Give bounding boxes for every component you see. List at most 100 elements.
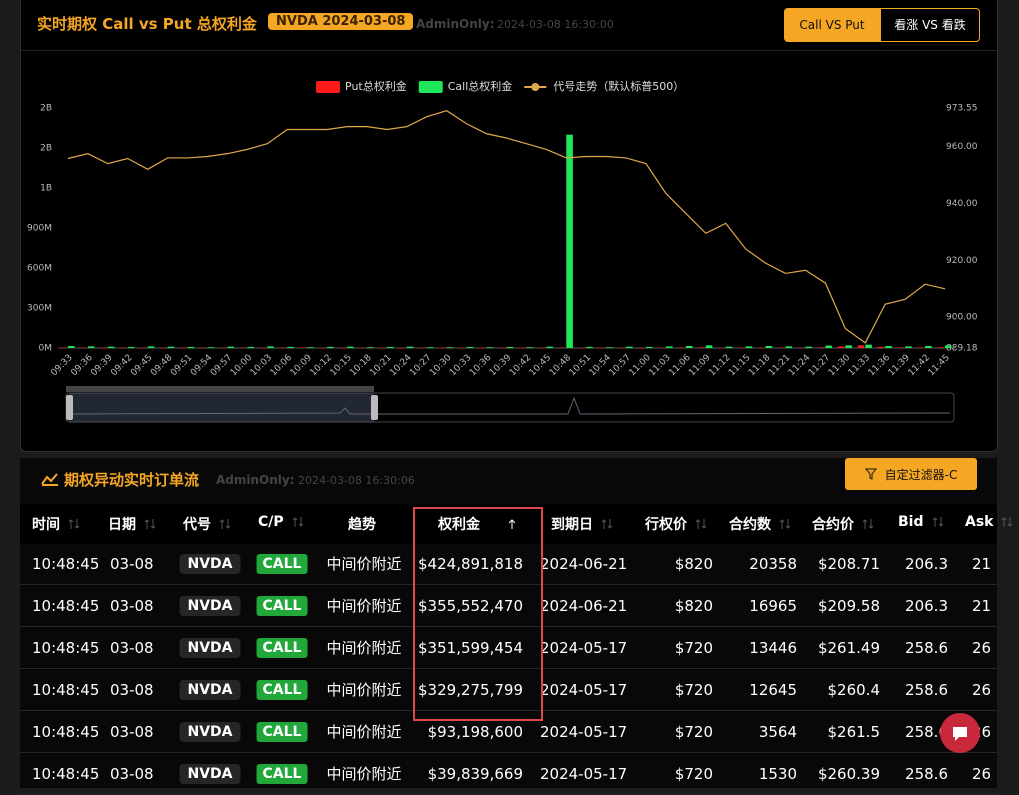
bar xyxy=(817,347,825,348)
sort-icon[interactable] xyxy=(695,518,707,530)
sort-icon[interactable] xyxy=(488,518,518,530)
table-cell: 206.3 xyxy=(905,555,948,573)
table-cell: 13446 xyxy=(749,639,797,657)
column-label: Bid xyxy=(898,514,924,530)
x-tick-label: 11:21 xyxy=(767,353,792,378)
bar xyxy=(279,347,287,349)
bar xyxy=(239,347,247,349)
sort-icon[interactable] xyxy=(292,516,304,528)
bar xyxy=(506,346,514,348)
bar xyxy=(179,347,187,349)
bar xyxy=(199,347,207,349)
bar xyxy=(945,345,952,348)
y2-tick-label: 940.00 xyxy=(946,199,978,209)
price-line xyxy=(67,110,946,344)
table-cell: NVDA xyxy=(179,764,241,784)
sort-icon[interactable] xyxy=(601,518,613,530)
bar xyxy=(259,347,267,349)
zoom-handle[interactable] xyxy=(66,395,73,420)
toggle-button[interactable]: Call VS Put xyxy=(784,8,880,42)
x-tick-label: 09:51 xyxy=(169,353,194,378)
bar xyxy=(80,347,87,349)
column-header: 行权价 xyxy=(645,514,707,534)
bar xyxy=(705,345,713,348)
table-cell: 2024-05-17 xyxy=(540,765,628,783)
column-label: 日期 xyxy=(108,517,136,533)
table-cell: 10:48:45 xyxy=(32,723,100,741)
table-cell: 03-08 xyxy=(110,723,154,741)
table-cell: 03-08 xyxy=(110,597,154,615)
table-cell: 10:48:45 xyxy=(32,765,100,783)
row-divider xyxy=(20,710,997,711)
column-header: Ask xyxy=(965,514,1013,530)
zoom-window[interactable] xyxy=(69,393,374,422)
bar xyxy=(100,347,107,349)
sort-arrow xyxy=(144,519,156,529)
table-cell: $720 xyxy=(674,681,713,699)
bar xyxy=(386,346,394,348)
top-panel xyxy=(20,0,998,452)
x-tick-label: 10:15 xyxy=(329,353,354,378)
bar xyxy=(207,347,215,348)
table-cell: CALL xyxy=(256,638,308,658)
table-cell: $260.4 xyxy=(827,681,881,699)
table-cell: 264 xyxy=(972,765,990,783)
bar xyxy=(618,347,626,349)
bar xyxy=(785,346,793,348)
column-label: 趋势 xyxy=(348,517,376,533)
table-cell: NVDA xyxy=(179,722,241,742)
x-tick-label: 11:12 xyxy=(707,353,732,378)
sort-icon[interactable] xyxy=(144,518,156,530)
sort-icon[interactable] xyxy=(779,518,791,530)
table-cell: 12645 xyxy=(749,681,797,699)
admin-label: AdminOnly: xyxy=(416,17,495,31)
table-cell: $820 xyxy=(674,597,713,615)
bar xyxy=(658,347,665,349)
column-header: Bid xyxy=(898,514,944,530)
zoom-handle[interactable] xyxy=(371,395,378,420)
y-tick-label: 0M xyxy=(39,344,53,354)
sort-icon[interactable] xyxy=(862,518,874,530)
sort-icon[interactable] xyxy=(932,516,944,528)
bar xyxy=(160,347,167,349)
sort-icon[interactable] xyxy=(1001,516,1013,528)
bar xyxy=(825,345,833,348)
table-cell: 03-08 xyxy=(110,681,154,699)
table-cell: NVDA xyxy=(179,638,241,658)
x-tick-label: 10:33 xyxy=(448,353,473,378)
legend-swatch xyxy=(531,83,540,91)
filter-button[interactable]: 自定过滤器-C xyxy=(845,458,977,490)
column-label: 时间 xyxy=(32,517,60,533)
table-cell: NVDA xyxy=(179,554,241,574)
bar xyxy=(546,346,553,348)
column-header: 趋势 xyxy=(348,514,376,534)
x-tick-label: 11:06 xyxy=(667,353,693,379)
table-cell: $208.71 xyxy=(817,555,880,573)
chat-icon xyxy=(953,727,967,741)
bar xyxy=(187,346,195,348)
table-cell: 258.6 xyxy=(905,681,948,699)
table-cell: $39,839,669 xyxy=(427,765,523,783)
x-tick-label: 10:12 xyxy=(309,353,334,378)
bar xyxy=(518,347,526,349)
x-tick-label: 10:51 xyxy=(568,353,593,378)
table-cell: 10:48:45 xyxy=(32,597,100,615)
bar xyxy=(917,347,925,348)
chat-button[interactable] xyxy=(940,713,980,753)
x-tick-label: 10:03 xyxy=(249,353,274,378)
chart: 0M 300M 600M 900M 1B 2B 2B 889.18 900.00 920.00 94… xyxy=(27,79,978,423)
sort-icon[interactable] xyxy=(68,518,80,530)
table-cell: $261.49 xyxy=(817,639,880,657)
table-cell: 210 xyxy=(972,597,990,615)
sort-arrow xyxy=(862,519,874,529)
x-tick-label: 10:45 xyxy=(528,353,553,378)
toggle-button[interactable]: 看涨 VS 看跌 xyxy=(880,8,980,42)
bar xyxy=(797,347,805,349)
x-tick-label: 09:36 xyxy=(69,353,95,379)
bar xyxy=(459,347,466,349)
bar xyxy=(347,346,354,348)
bar xyxy=(287,346,294,348)
column-header: C/P xyxy=(258,514,304,530)
bar xyxy=(758,347,765,349)
sort-icon[interactable] xyxy=(219,518,231,530)
